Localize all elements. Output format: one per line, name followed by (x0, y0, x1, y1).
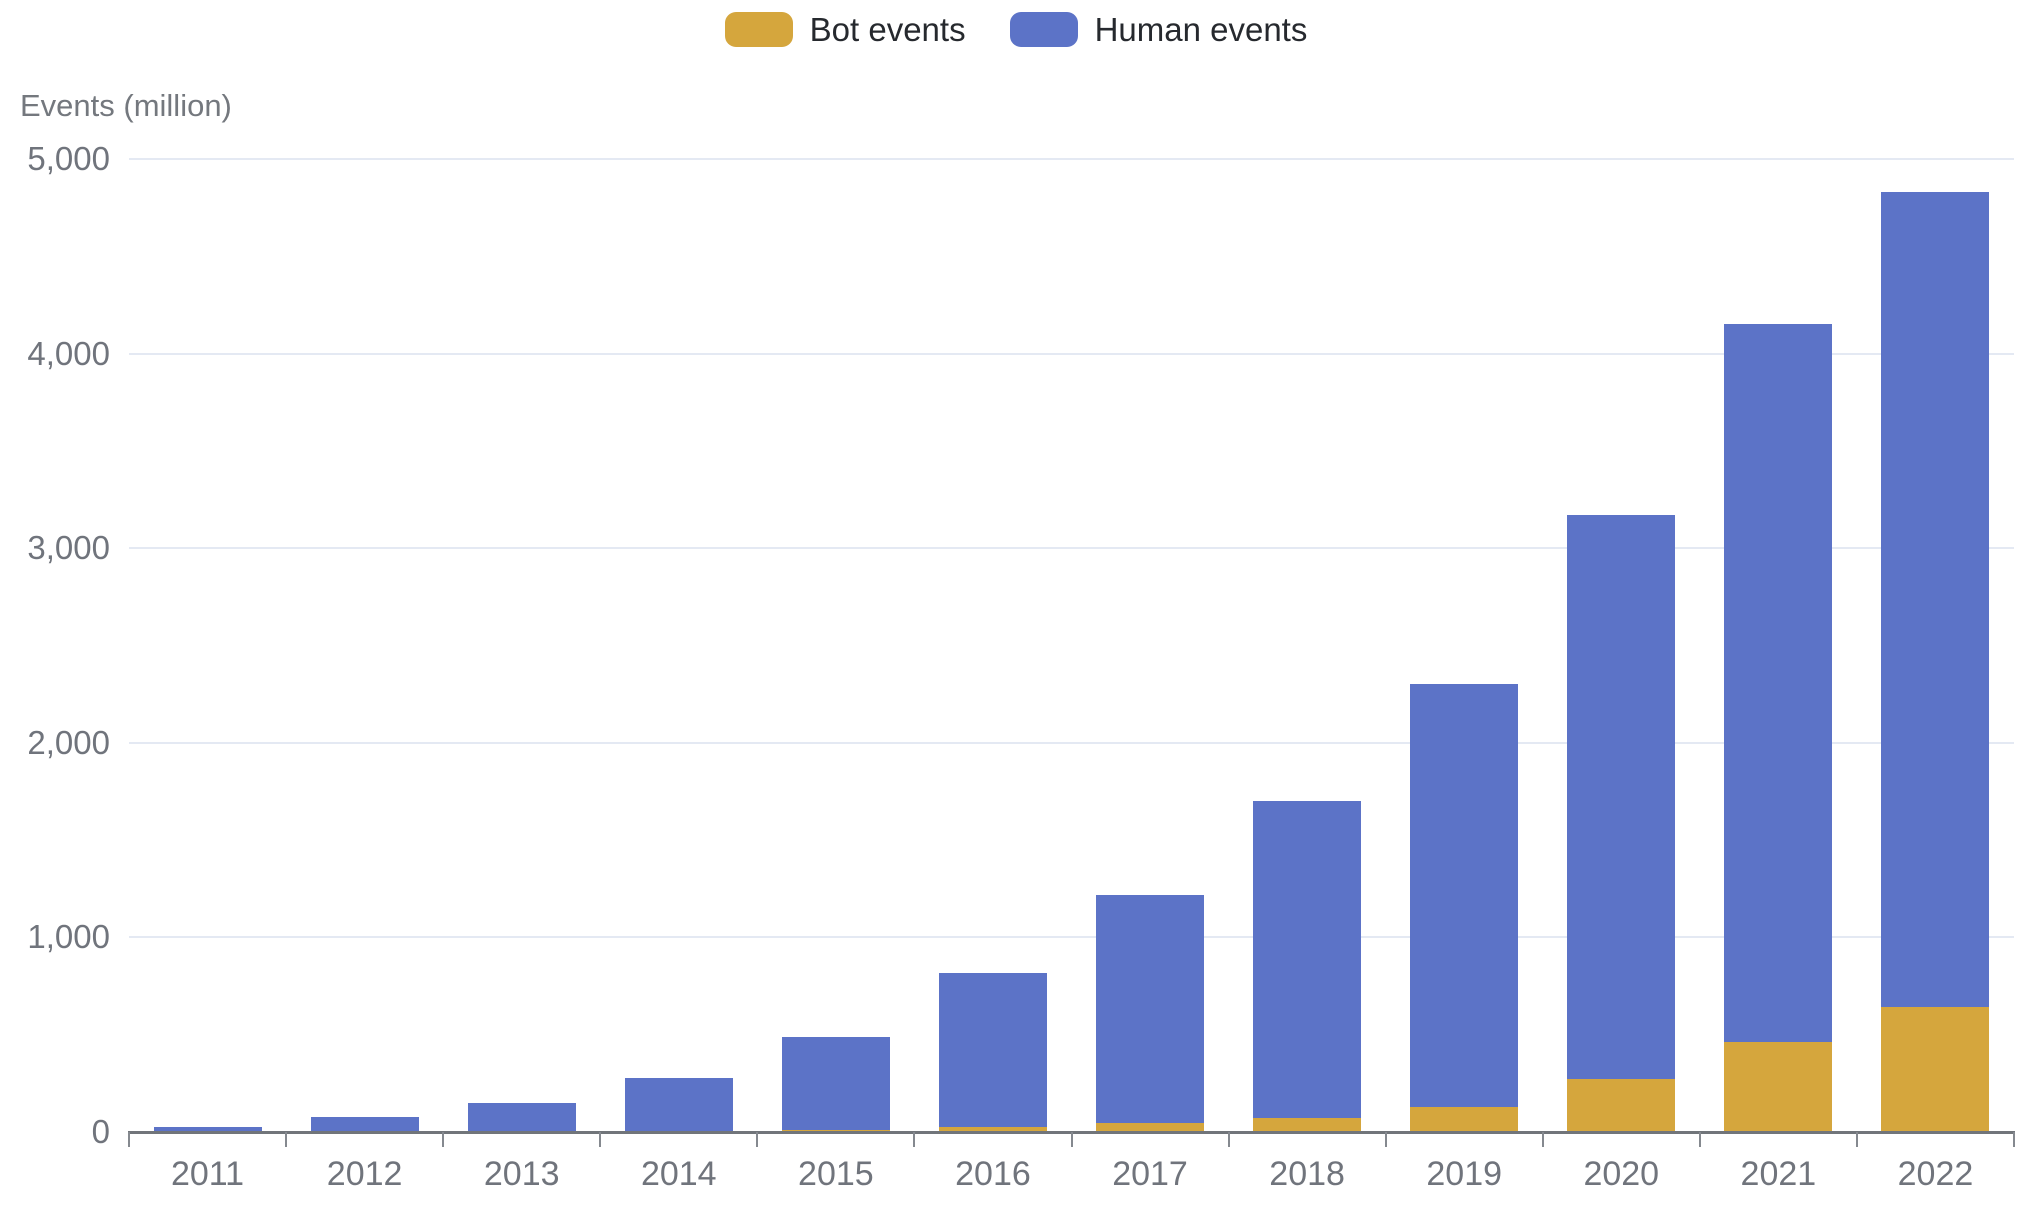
gridline-3,000 (129, 547, 2014, 550)
x-axis-tick (285, 1132, 288, 1147)
x-axis-tick (599, 1132, 602, 1147)
bar-2011-human[interactable] (153, 1126, 262, 1132)
x-axis-label-2014: 2014 (640, 1155, 717, 1193)
bar-2012-human[interactable] (310, 1117, 419, 1132)
legend-item-human-events[interactable]: Human events (1009, 11, 1308, 48)
y-axis-tick-label: 4,000 (27, 334, 110, 372)
bar-2022-bot[interactable] (1881, 1007, 1990, 1132)
legend-item-bot-events[interactable]: Bot events (724, 11, 966, 48)
x-axis-tick (128, 1132, 130, 1147)
x-axis-label-2017: 2017 (1112, 1155, 1188, 1193)
x-axis-tick (756, 1132, 759, 1147)
x-axis-tick (1541, 1132, 1544, 1147)
bar-2021-human[interactable] (1724, 324, 1833, 1043)
bar-2019-bot[interactable] (1410, 1106, 1519, 1132)
y-axis-tick-label: 5,000 (27, 140, 110, 177)
x-axis-tick (1855, 1132, 1858, 1147)
y-axis-tick-label: 2,000 (27, 723, 110, 761)
legend-swatch-bot (724, 12, 793, 47)
chart-legend: Bot events Human events (0, 12, 2032, 47)
bar-2015-human[interactable] (781, 1036, 890, 1130)
y-axis-tick-label: 1,000 (27, 918, 110, 956)
bar-2015-bot[interactable] (781, 1129, 890, 1132)
x-axis-tick (1070, 1132, 1073, 1147)
x-axis-tick (1698, 1132, 1701, 1147)
gridline-4,000 (129, 352, 2014, 355)
gridline-2,000 (129, 741, 2014, 744)
x-axis-tick (913, 1132, 916, 1147)
bar-2017-bot[interactable] (1096, 1122, 1205, 1132)
bar-2013-human[interactable] (467, 1102, 576, 1132)
x-axis-tick (442, 1132, 445, 1147)
bar-2017-human[interactable] (1096, 894, 1205, 1123)
x-axis-tick (1384, 1132, 1387, 1147)
x-axis-label-2011: 2011 (170, 1155, 245, 1193)
x-axis-label-2020: 2020 (1583, 1155, 1660, 1193)
bar-2020-bot[interactable] (1567, 1079, 1676, 1132)
gridline-5,000 (129, 158, 2014, 160)
x-axis-tick (2013, 1132, 2015, 1147)
bar-2021-bot[interactable] (1724, 1042, 1833, 1132)
bar-2018-human[interactable] (1253, 801, 1362, 1119)
y-axis-tick-label: 0 (91, 1113, 110, 1150)
legend-swatch-human (1009, 12, 1078, 47)
y-axis-tick-label: 3,000 (27, 529, 110, 567)
bar-2018-bot[interactable] (1253, 1118, 1362, 1132)
x-axis-label-2016: 2016 (955, 1155, 1031, 1193)
bar-2014-human[interactable] (624, 1077, 733, 1131)
bar-2020-human[interactable] (1567, 515, 1676, 1080)
bar-2022-human[interactable] (1881, 192, 1990, 1008)
bar-2019-human[interactable] (1410, 684, 1519, 1107)
x-axis-label-2019: 2019 (1426, 1155, 1503, 1193)
legend-label-human: Human events (1094, 11, 1308, 48)
gridline-1,000 (129, 936, 2014, 939)
x-axis-tick (1227, 1132, 1230, 1147)
x-axis-label-2012: 2012 (326, 1155, 403, 1193)
y-axis-title: Events (million) (20, 88, 232, 123)
legend-label-bot: Bot events (809, 11, 966, 48)
x-axis-label-2022: 2022 (1897, 1155, 1974, 1193)
x-axis-label-2015: 2015 (798, 1155, 874, 1193)
bar-2016-bot[interactable] (938, 1127, 1047, 1132)
x-axis-label-2018: 2018 (1269, 1155, 1345, 1193)
x-axis-label-2013: 2013 (483, 1155, 560, 1193)
x-axis-label-2021: 2021 (1740, 1155, 1817, 1193)
bar-2016-human[interactable] (938, 973, 1047, 1128)
